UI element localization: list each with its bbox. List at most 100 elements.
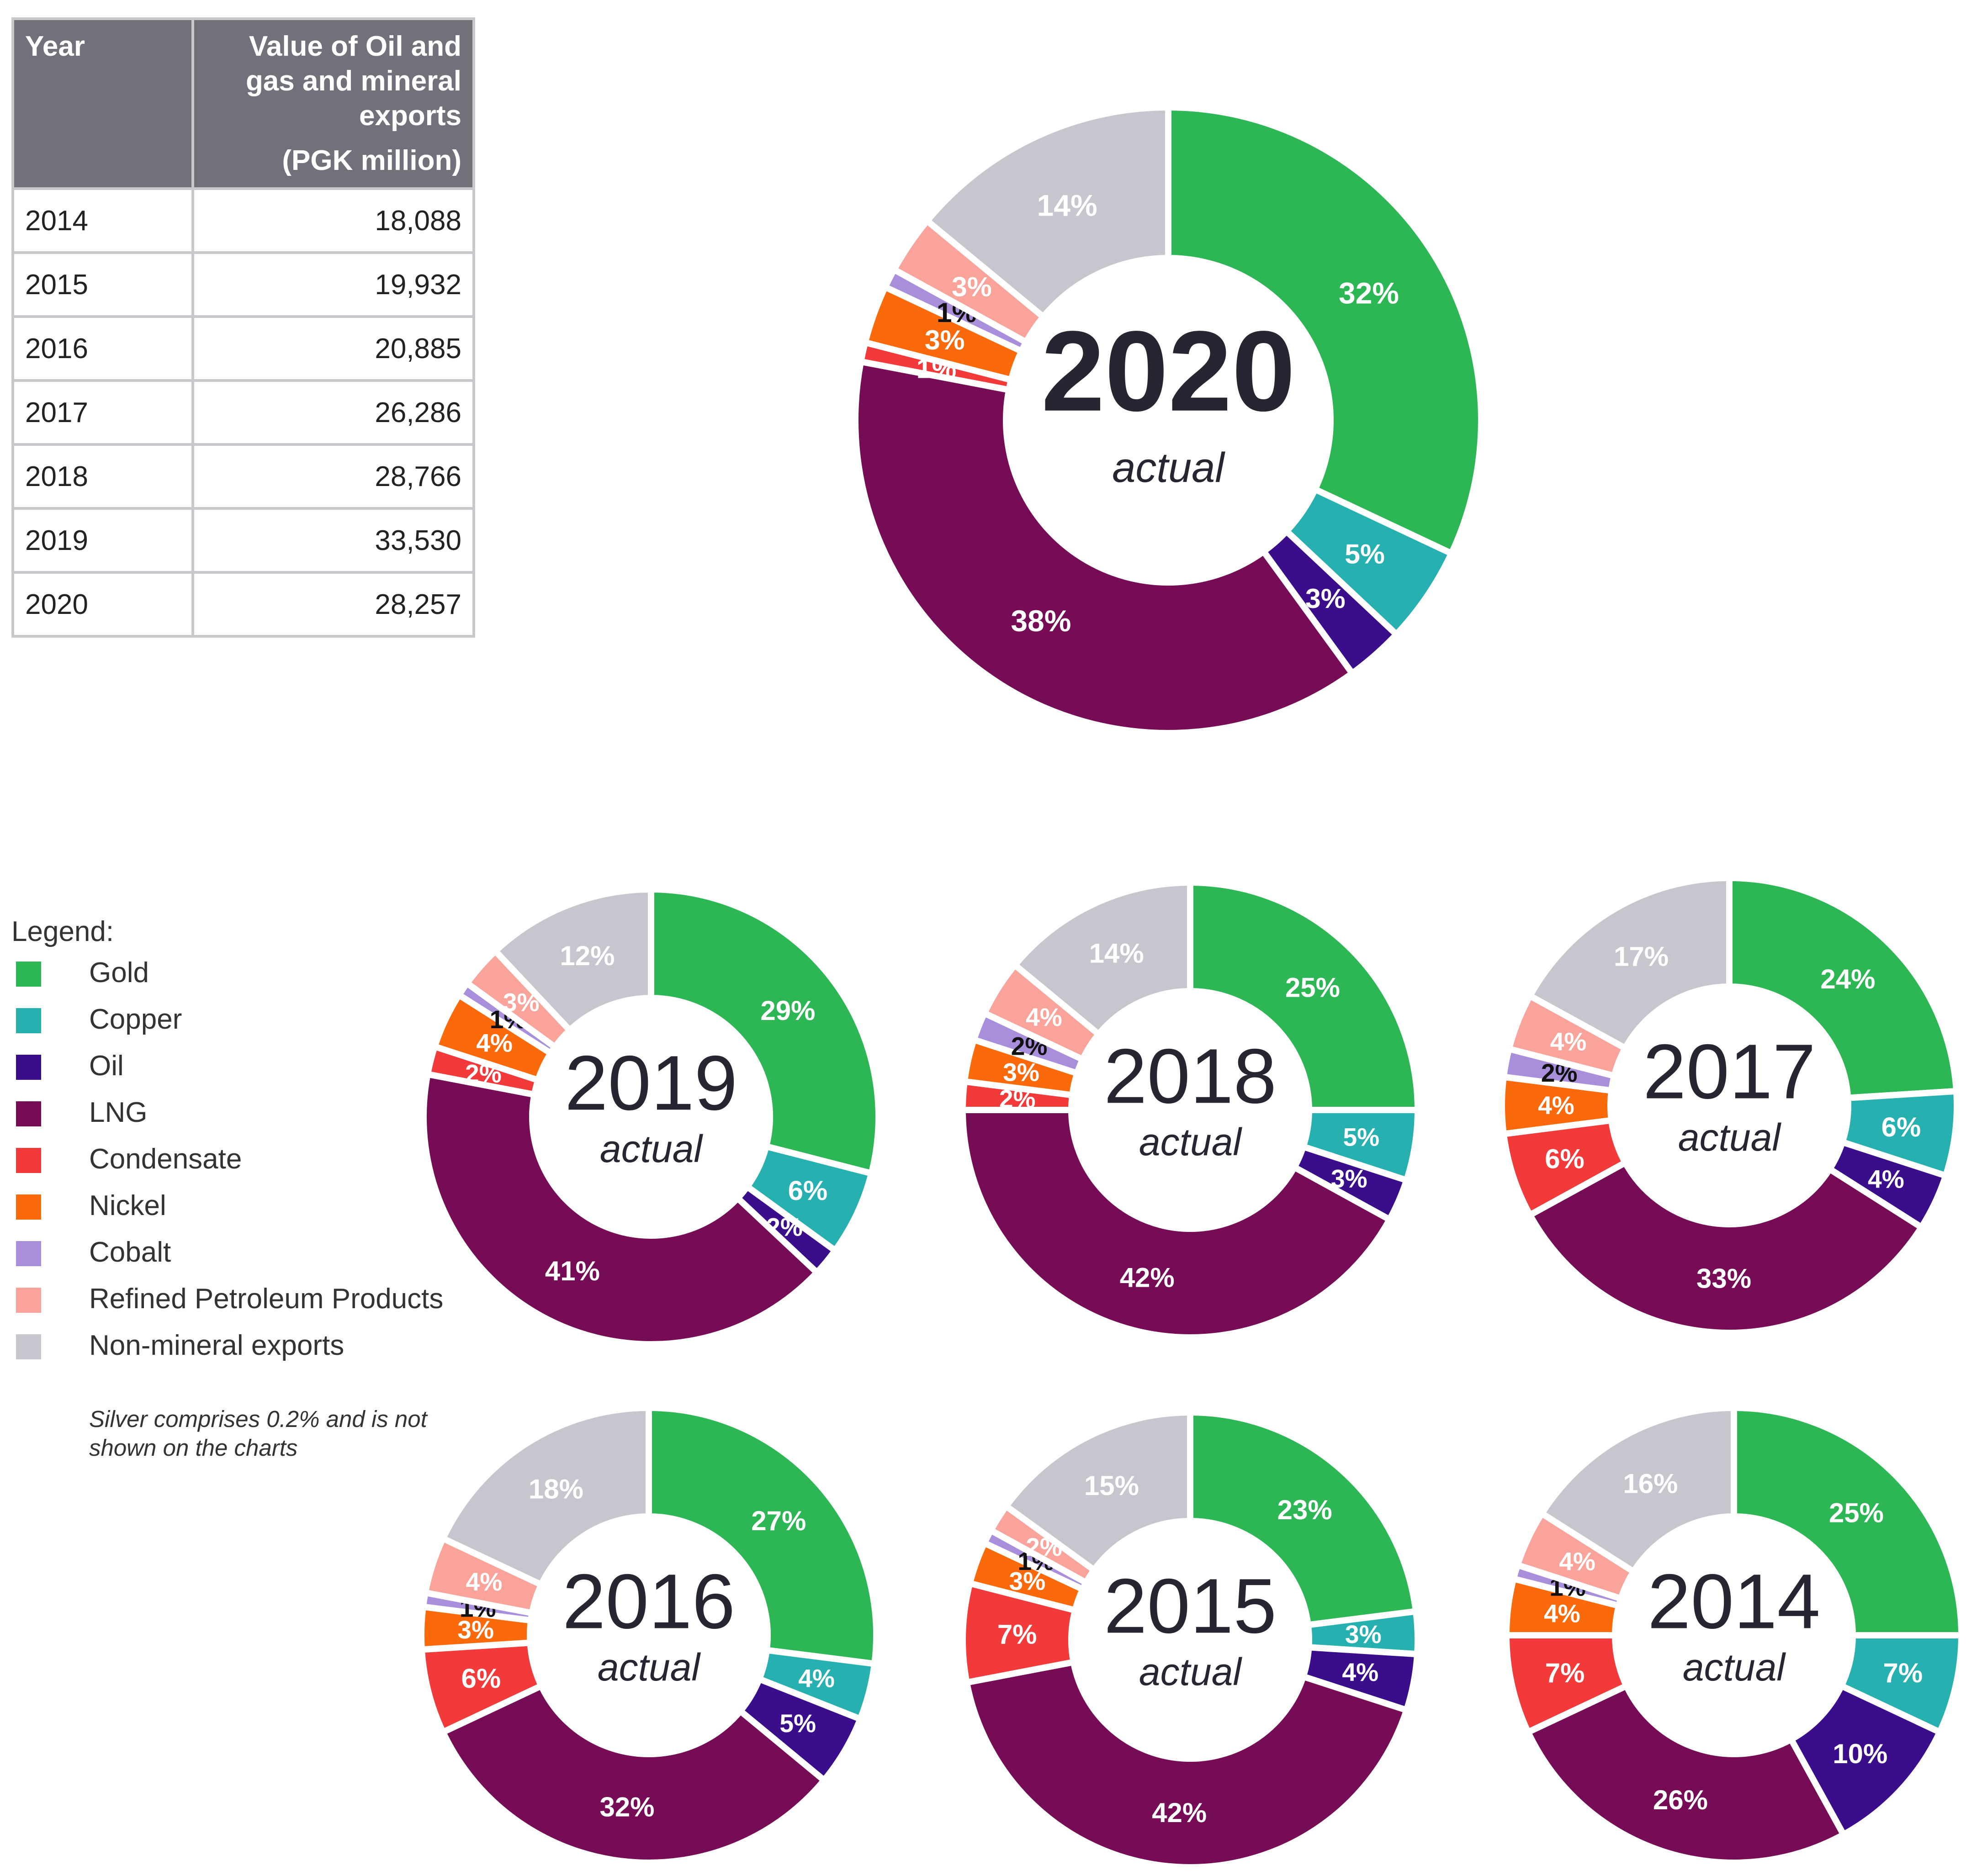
legend-swatch	[16, 962, 41, 987]
legend-swatch	[16, 1148, 41, 1173]
data-label: 27%	[751, 1506, 806, 1536]
legend-item: Nickel	[11, 1183, 166, 1230]
legend-item: Copper	[11, 997, 182, 1043]
legend-swatch	[16, 1101, 41, 1126]
data-label: 7%	[997, 1619, 1037, 1650]
table-row: 2016 20,885	[11, 315, 475, 382]
data-label: 4%	[798, 1664, 835, 1692]
legend-swatch	[16, 1008, 41, 1033]
data-label: 14%	[1089, 938, 1144, 969]
table-cell-value: 19,932	[191, 251, 475, 318]
data-label: 4%	[1550, 1027, 1587, 1056]
slice-lng	[1526, 1159, 1925, 1336]
table-cell-year: 2017	[11, 379, 194, 446]
table-row: 2018 28,766	[11, 443, 475, 510]
data-label: 42%	[1152, 1797, 1207, 1828]
slice-gold	[1187, 1409, 1420, 1628]
slice-gold	[1726, 875, 1960, 1101]
chart-subtitle: actual	[598, 1646, 701, 1689]
legend-label: Condensate	[89, 1143, 242, 1175]
header-unit: (PGK million)	[282, 145, 461, 176]
legend-label: Refined Petroleum Products	[89, 1283, 444, 1315]
table-row: 2015 19,932	[11, 251, 475, 318]
data-label: 17%	[1614, 941, 1669, 972]
slice-non-mineral-exports	[1526, 875, 1733, 1052]
legend-swatch	[16, 1055, 41, 1080]
data-label: 5%	[1345, 538, 1385, 569]
table-cell-year: 2019	[11, 507, 194, 574]
chart-subtitle: actual	[600, 1127, 703, 1170]
chart-year-title: 2019	[565, 1040, 737, 1126]
legend-item: Cobalt	[11, 1230, 171, 1276]
chart-subtitle: actual	[1678, 1116, 1781, 1159]
data-label: 7%	[1545, 1658, 1585, 1688]
data-label: 18%	[529, 1474, 583, 1504]
table-row: 2019 33,530	[11, 507, 475, 574]
slice-non-mineral-exports	[924, 104, 1171, 320]
table-cell-year: 2016	[11, 315, 194, 382]
table-cell-value: 33,530	[191, 507, 475, 574]
table-cell-value: 26,286	[191, 379, 475, 446]
slice-lng	[420, 1071, 821, 1348]
legend-label: Cobalt	[89, 1237, 171, 1268]
data-label: 6%	[1881, 1112, 1921, 1142]
legend-title: Legend:	[11, 916, 114, 947]
legend-label: Copper	[89, 1004, 182, 1035]
data-label: 4%	[1538, 1091, 1574, 1120]
slice-lng	[959, 1107, 1393, 1341]
slice-non-mineral-exports	[1538, 1405, 1737, 1575]
data-label: 16%	[1623, 1468, 1678, 1499]
header-year: Year	[11, 17, 194, 190]
data-label: 15%	[1084, 1470, 1139, 1501]
data-label: 32%	[1339, 276, 1399, 310]
chart-year-title: 2015	[1104, 1563, 1277, 1649]
chart-subtitle: actual	[1112, 444, 1225, 491]
chart-year-title: 2017	[1643, 1028, 1816, 1115]
chart-subtitle: actual	[1139, 1120, 1242, 1163]
legend-label: Non-mineral exports	[89, 1330, 344, 1361]
data-label: 4%	[1559, 1548, 1595, 1576]
table-row: 2020 28,257	[11, 571, 475, 638]
table-cell-value: 18,088	[191, 187, 475, 254]
header-value: Value of Oil and gas and mineral exports…	[191, 17, 475, 190]
data-label: 4%	[1026, 1003, 1062, 1031]
data-label: 29%	[760, 995, 815, 1026]
exports-table: Year Value of Oil and gas and mineral ex…	[11, 17, 475, 638]
data-label: 4%	[476, 1029, 513, 1057]
data-label: 10%	[1833, 1739, 1887, 1769]
data-label: 24%	[1820, 964, 1875, 994]
table-row: 2014 18,088	[11, 187, 475, 254]
data-label: 7%	[1883, 1658, 1923, 1688]
data-label: 26%	[1653, 1785, 1708, 1815]
slice-lng	[852, 358, 1356, 736]
legend-item: LNG	[11, 1090, 147, 1136]
slice-non-mineral-exports	[440, 1405, 652, 1588]
table-cell-year: 2020	[11, 571, 194, 638]
data-label: 6%	[788, 1175, 828, 1206]
table-cell-year: 2015	[11, 251, 194, 318]
chart-year-title: 2018	[1104, 1033, 1277, 1120]
data-label: 6%	[461, 1663, 501, 1694]
legend: Legend: Gold Copper Oil LNG Condensate Nickel…	[11, 914, 443, 1369]
chart-year-title: 2016	[562, 1558, 735, 1645]
footnote: Silver comprises 0.2% and is not shown o…	[89, 1406, 427, 1461]
data-label: 6%	[1545, 1144, 1584, 1174]
data-label: 38%	[1011, 604, 1071, 638]
data-label: 12%	[560, 941, 615, 971]
slice-lng	[963, 1659, 1410, 1871]
data-label: 3%	[925, 324, 965, 355]
chart-year-title: 2020	[1041, 307, 1295, 435]
slice-gold	[648, 886, 882, 1177]
data-label: 3%	[1305, 583, 1346, 614]
legend-swatch	[16, 1288, 41, 1313]
data-label: 4%	[466, 1568, 503, 1596]
legend-item: Non-mineral exports	[11, 1323, 344, 1369]
legend-item: Oil	[11, 1043, 124, 1090]
